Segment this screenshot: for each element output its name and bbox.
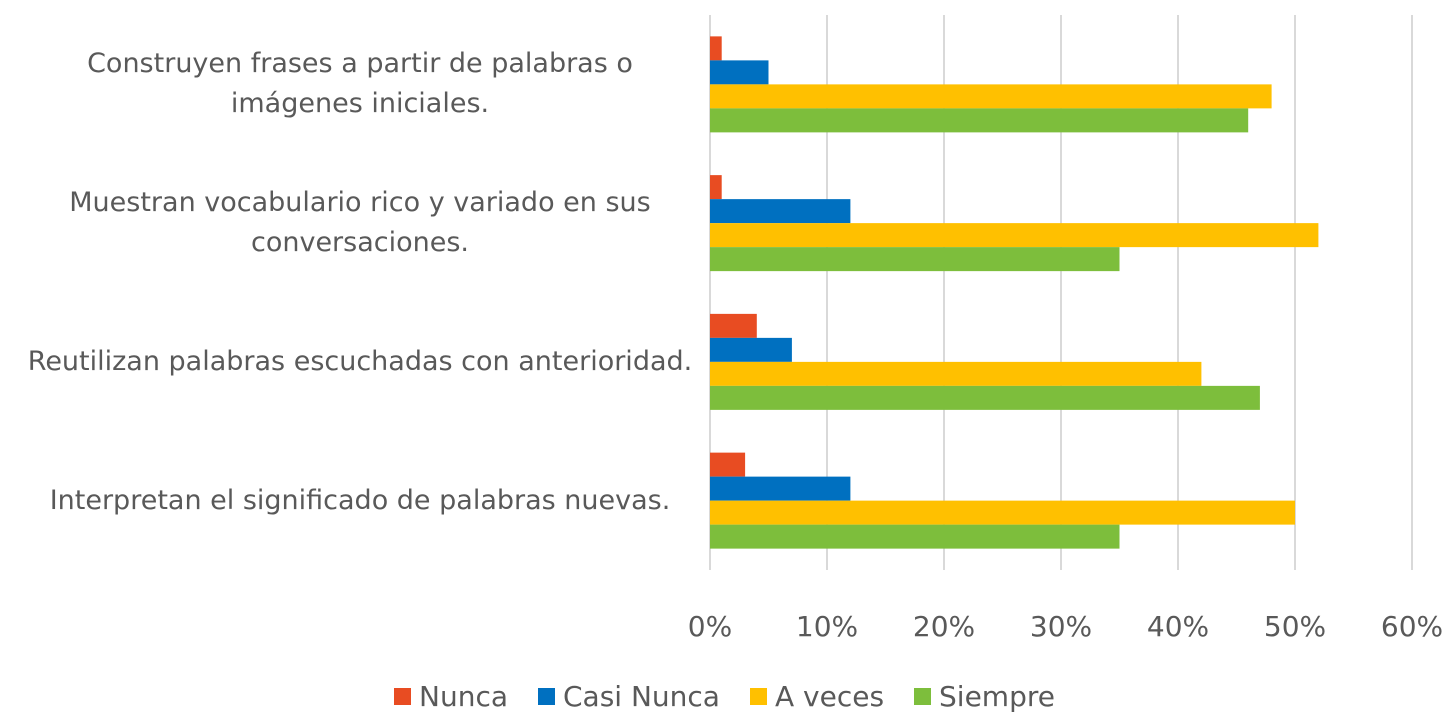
- category-label: Construyen frases a partir de palabras o…: [87, 48, 633, 120]
- legend-item: A veces: [749, 680, 885, 713]
- x-tick-label: 10%: [796, 610, 858, 643]
- x-tick-label: 0%: [688, 610, 732, 643]
- legend-label: A veces: [774, 680, 885, 713]
- bar: [710, 524, 1120, 549]
- bar: [710, 199, 851, 224]
- legend-item: Siempre: [914, 680, 1055, 713]
- legend-swatch: [914, 688, 932, 705]
- legend-swatch: [394, 688, 411, 705]
- legend: Nunca Casi Nunca A veces Siempre: [0, 680, 1449, 713]
- bar: [710, 175, 722, 200]
- legend-item: Casi Nunca: [538, 680, 720, 713]
- x-tick-label: 40%: [1147, 610, 1209, 643]
- x-tick-label: 60%: [1381, 610, 1443, 643]
- bar: [710, 500, 1295, 525]
- bar: [710, 36, 722, 61]
- category-label: Reutilizan palabras escuchadas con anter…: [27, 345, 693, 377]
- bar: [710, 385, 1260, 410]
- bar: [710, 337, 792, 362]
- bar: [710, 452, 746, 477]
- legend-swatch: [538, 688, 555, 705]
- category-label: Interpretan el significado de palabras n…: [49, 484, 671, 516]
- legend-label: Siempre: [939, 680, 1055, 713]
- legend-label: Nunca: [419, 680, 508, 713]
- bar: [710, 223, 1319, 248]
- bar: [710, 60, 769, 85]
- bar: [710, 476, 851, 501]
- bar: [710, 313, 757, 338]
- legend-item: Nunca: [394, 680, 508, 713]
- x-tick-label: 20%: [913, 610, 975, 643]
- x-tick-label: 30%: [1030, 610, 1092, 643]
- bar: [710, 361, 1202, 386]
- bar: [710, 108, 1249, 133]
- x-tick-label: 50%: [1264, 610, 1326, 643]
- legend-label: Casi Nunca: [563, 680, 720, 713]
- legend-swatch: [749, 688, 767, 705]
- bar: [710, 84, 1272, 109]
- bar: [710, 247, 1120, 272]
- category-label: Muestran vocabulario rico y variado en s…: [69, 187, 651, 259]
